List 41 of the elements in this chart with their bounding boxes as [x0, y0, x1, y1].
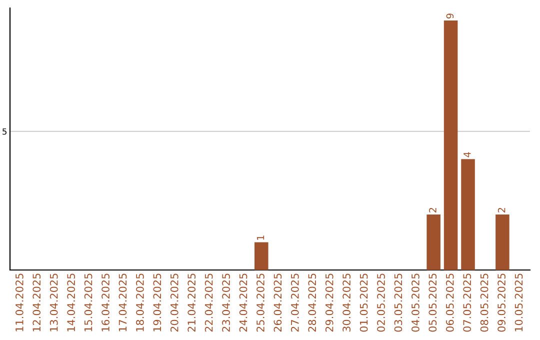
x-tick-label: 24.04.2025: [239, 274, 248, 332]
bar: [461, 159, 475, 270]
x-tick-label: 14.04.2025: [67, 274, 76, 332]
x-tick-label: 21.04.2025: [188, 274, 196, 332]
x-tick-label: 25.04.2025: [256, 274, 264, 332]
x-tick-label: 15.04.2025: [84, 274, 92, 332]
x-tick-label: 09.05.2025: [498, 274, 506, 332]
x-tick-label: 17.04.2025: [118, 274, 127, 332]
bar: [254, 242, 268, 270]
x-tick-label: 12.04.2025: [32, 274, 41, 332]
x-tick-label: 28.04.2025: [308, 274, 316, 332]
x-tick-label: 06.05.2025: [446, 274, 454, 332]
x-tick-label: 04.05.2025: [412, 274, 420, 332]
x-tick-label: 07.05.2025: [463, 274, 472, 332]
bar: [496, 214, 510, 270]
x-tick-label: 08.05.2025: [480, 274, 488, 332]
data-label: 2: [429, 208, 436, 212]
bar: [444, 20, 458, 270]
x-tick-label: 23.04.2025: [222, 274, 230, 332]
x-tick-label: 19.04.2025: [153, 274, 162, 332]
x-tick-label: 02.05.2025: [377, 274, 385, 332]
x-tick-label: 27.04.2025: [290, 274, 299, 332]
x-tick-label: 26.04.2025: [274, 274, 282, 332]
y-tick-label: 5: [2, 128, 6, 135]
x-tick-label: 20.04.2025: [170, 274, 178, 332]
data-label: 2: [498, 208, 506, 212]
x-tick-label: 03.05.2025: [394, 274, 402, 332]
data-label: 4: [464, 152, 471, 158]
bar: [426, 214, 440, 270]
x-tick-label: 10.05.2025: [514, 274, 523, 332]
x-tick-label: 13.04.2025: [50, 274, 58, 332]
x-tick-label: 11.04.2025: [15, 274, 24, 332]
x-tick-label: 22.04.2025: [204, 274, 213, 332]
x-tick-label: 05.05.2025: [428, 274, 437, 332]
data-label: 1: [256, 236, 264, 240]
x-tick-label: 29.04.2025: [325, 274, 334, 332]
data-label: 9: [446, 14, 454, 18]
x-tick-label: 18.04.2025: [136, 274, 144, 332]
x-tick-label: 01.05.2025: [360, 274, 368, 332]
x-tick-label: 30.04.2025: [342, 274, 351, 332]
x-tick-label: 16.04.2025: [102, 274, 110, 332]
